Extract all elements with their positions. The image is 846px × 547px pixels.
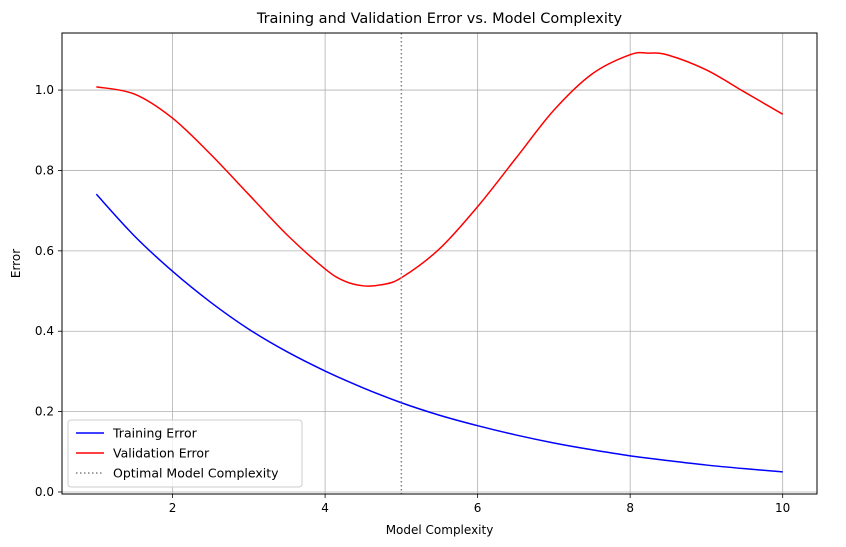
x-tick-label: 2 (169, 501, 177, 515)
validation-error-line (96, 51, 784, 287)
legend-label-training-error: Training Error (112, 426, 198, 441)
y-tick-label: 0.8 (35, 163, 54, 177)
x-ticks: 2 4 6 8 10 (169, 494, 790, 515)
plot-frame (61, 32, 818, 495)
y-tick-label: 0.2 (35, 405, 54, 419)
y-ticks: 0.0 0.2 0.4 0.6 0.8 1.0 (35, 83, 62, 499)
legend: Training Error Validation Error Optimal Mo… (67, 419, 303, 488)
training-error-line (95, 193, 783, 473)
plot-lines (95, 33, 784, 494)
x-tick-label: 8 (626, 501, 634, 515)
y-tick-label: 0.4 (35, 324, 54, 338)
x-axis-label: Model Complexity (386, 523, 494, 537)
grid (62, 33, 817, 494)
x-tick-label: 10 (775, 501, 790, 515)
x-tick-label: 4 (321, 501, 329, 515)
legend-label-validation-error: Validation Error (113, 446, 210, 461)
y-tick-label: 0.0 (35, 485, 54, 499)
chart-title: Training and Validation Error vs. Model … (256, 11, 623, 27)
y-axis-label: Error (9, 249, 23, 278)
y-tick-label: 0.6 (35, 244, 54, 258)
legend-box (67, 419, 303, 488)
x-tick-label: 6 (474, 501, 482, 515)
y-tick-label: 1.0 (35, 83, 54, 97)
legend-label-optimal-model-complexity: Optimal Model Complexity (113, 466, 279, 481)
